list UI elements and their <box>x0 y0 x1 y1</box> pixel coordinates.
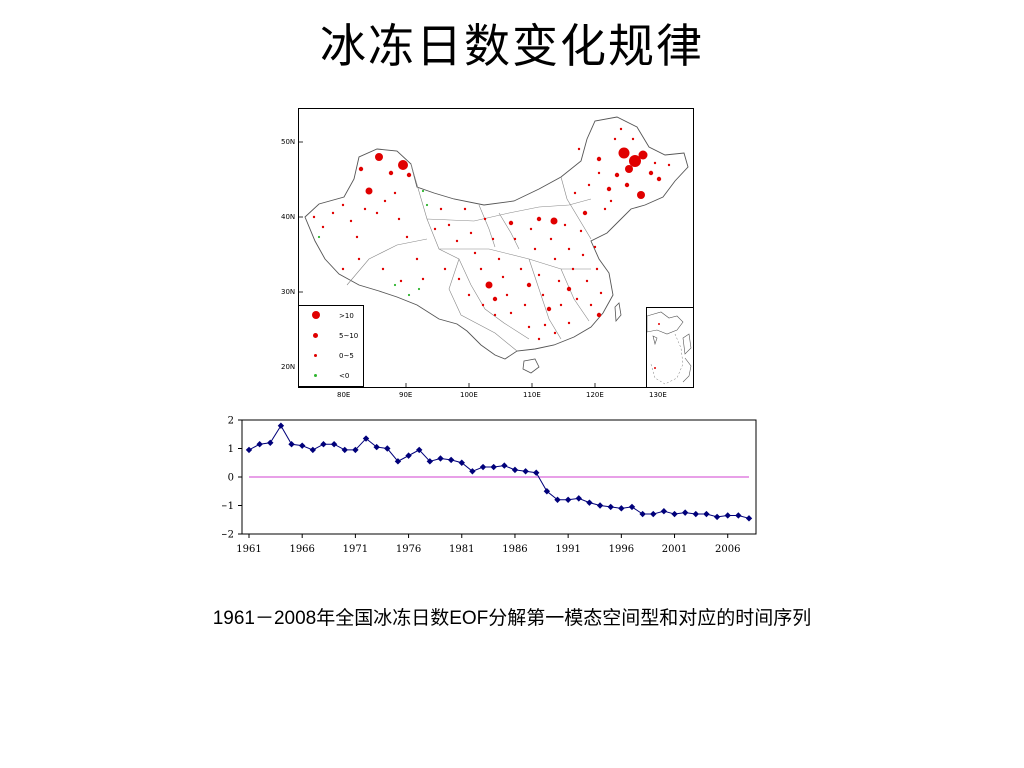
data-point <box>437 455 444 462</box>
data-point <box>490 463 497 471</box>
legend-entry: >10 <box>299 308 365 326</box>
data-point <box>298 442 306 449</box>
legend-label: <0 <box>339 372 350 380</box>
eof-spatial-map: 50N 40N 30N 20N 80E 90E 100E 110E 120E 1… <box>281 108 694 399</box>
lat-label: 30N <box>281 288 296 296</box>
data-point <box>479 463 487 471</box>
x-tick-label: 1971 <box>343 544 368 555</box>
legend-marker <box>313 333 318 338</box>
china-map-graphic <box>299 116 689 387</box>
lon-label: 80E <box>337 391 351 399</box>
data-point <box>309 446 317 454</box>
data-point <box>607 503 614 511</box>
data-point <box>426 458 434 465</box>
legend-entry: 5~10 <box>299 328 365 346</box>
data-point <box>256 441 263 448</box>
x-tick-label: 2006 <box>715 544 740 555</box>
lon-label: 110E <box>523 391 541 399</box>
data-point <box>596 502 604 509</box>
data-point <box>618 505 625 512</box>
data-point <box>394 458 402 465</box>
data-point <box>362 435 370 442</box>
data-point <box>469 468 476 475</box>
lat-label: 20N <box>281 363 296 371</box>
data-point <box>564 496 572 503</box>
data-point <box>352 446 359 454</box>
lon-label: 90E <box>399 391 413 399</box>
x-tick-label: 1991 <box>555 544 580 555</box>
y-tick-label: 0 <box>228 473 234 484</box>
data-point <box>245 446 253 454</box>
lat-label: 40N <box>281 213 296 221</box>
slide-title: 冰冻日数变化规律 <box>320 19 704 73</box>
data-point <box>405 452 412 459</box>
y-tick-label: 1 <box>228 444 234 455</box>
legend-marker <box>312 311 320 319</box>
data-point <box>416 446 423 454</box>
y-tick-label: 2 <box>228 416 234 427</box>
data-point <box>277 422 285 429</box>
data-point <box>586 499 593 506</box>
data-point <box>341 446 348 454</box>
x-tick-label: 1981 <box>449 544 474 555</box>
south-china-sea-inset <box>646 307 694 388</box>
inset-map-graphic <box>646 311 692 385</box>
data-point <box>330 441 338 448</box>
legend-entry: <0 <box>299 368 365 386</box>
data-point <box>267 439 274 446</box>
data-point <box>511 466 519 474</box>
y-tick-label: −2 <box>222 530 234 541</box>
lon-label: 120E <box>586 391 604 399</box>
x-tick-label: 1996 <box>609 544 634 555</box>
lat-label: 50N <box>281 138 296 146</box>
eof-time-series-chart: 2 1 0 −1 −2 1961 1966 1971 1976 1981 1986 1991 1996… <box>222 416 757 555</box>
lon-label: 130E <box>649 391 667 399</box>
legend-marker <box>314 354 317 357</box>
data-point <box>575 495 582 502</box>
figure-caption: 1961－2008年全国冰冻日数EOF分解第一模态空间型和对应的时间序列 <box>212 608 812 629</box>
y-tick-label: −1 <box>222 501 234 512</box>
data-point <box>554 496 561 503</box>
data-point <box>447 456 455 464</box>
x-tick-label: 2001 <box>662 544 687 555</box>
data-point <box>320 441 327 448</box>
legend-marker <box>314 374 317 377</box>
data-point <box>681 509 689 516</box>
data-point <box>384 445 391 452</box>
data-point <box>501 462 508 469</box>
data-point <box>543 488 551 495</box>
x-tick-label: 1966 <box>289 544 314 555</box>
legend-entry: 0~5 <box>299 348 365 366</box>
legend-label: 0~5 <box>339 352 354 360</box>
legend-label: 5~10 <box>339 332 359 340</box>
lon-label: 100E <box>460 391 478 399</box>
x-tick-label: 1961 <box>236 544 261 555</box>
data-point <box>735 512 742 519</box>
map-legend: >10 5~10 0~5 <0 <box>298 305 364 387</box>
x-tick-label: 1986 <box>502 544 527 555</box>
legend-label: >10 <box>339 312 354 320</box>
x-tick-label: 1976 <box>396 544 421 555</box>
